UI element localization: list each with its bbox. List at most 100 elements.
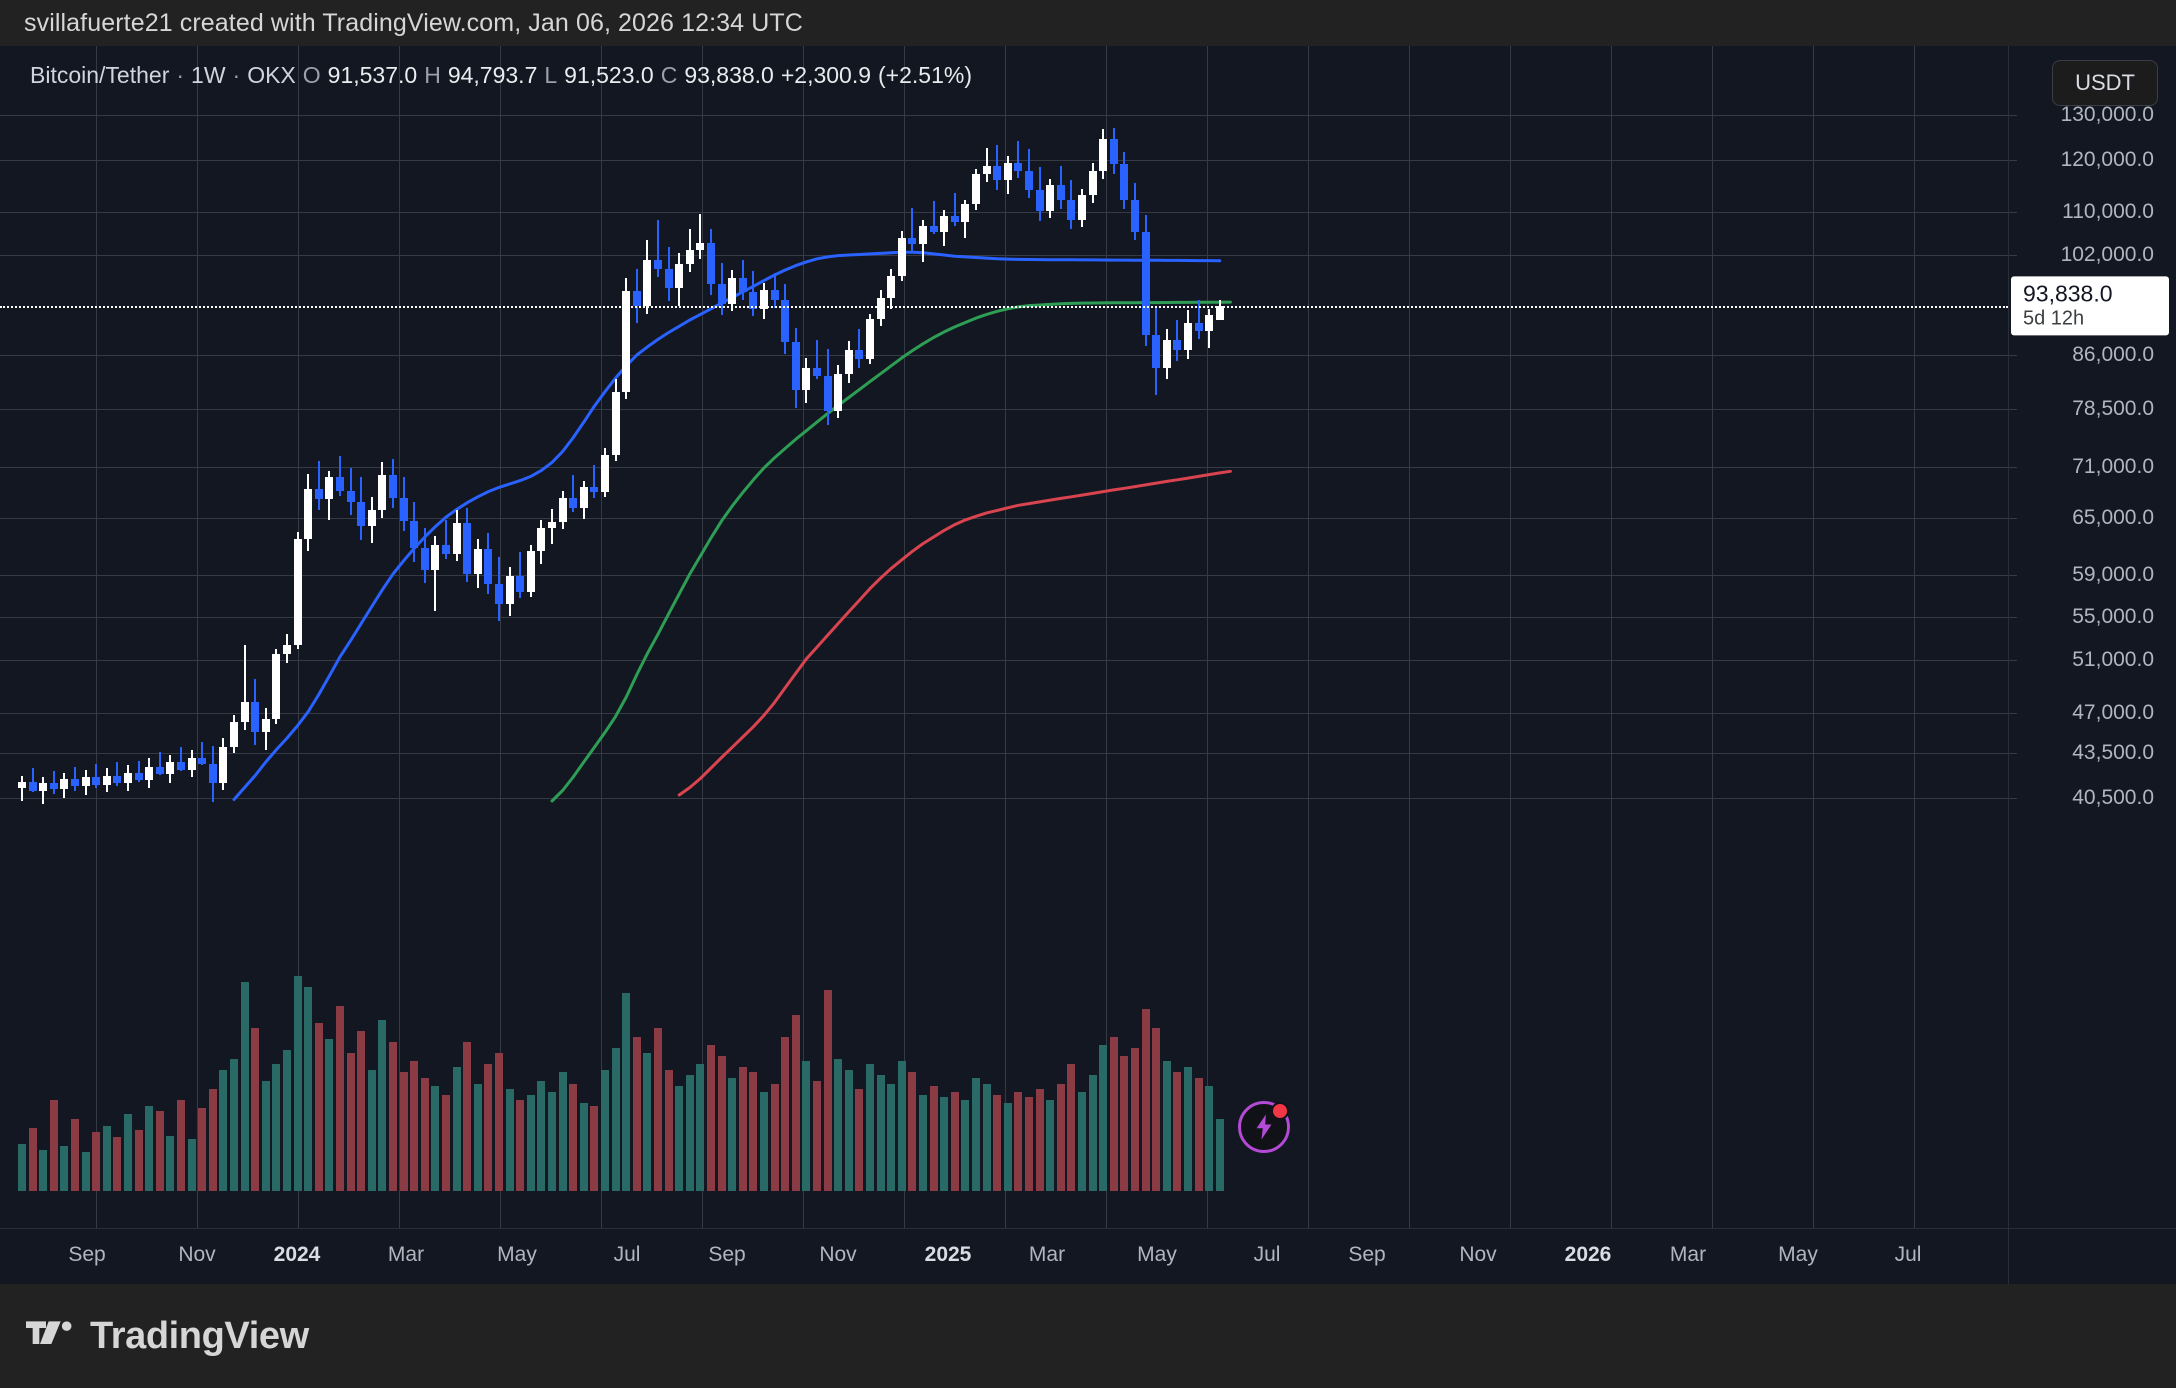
candle-body[interactable]	[1162, 340, 1171, 368]
candle-body[interactable]	[304, 489, 313, 539]
legend-symbol[interactable]: Bitcoin/Tether	[30, 62, 170, 88]
candle-body[interactable]	[410, 520, 419, 549]
candle-body[interactable]	[505, 576, 514, 605]
candle-body[interactable]	[187, 757, 196, 770]
candle-body[interactable]	[389, 474, 397, 498]
candle-body[interactable]	[611, 392, 620, 455]
candle-body[interactable]	[198, 757, 207, 764]
time-axis[interactable]: Sep Nov 2024 Mar May Jul Sep Nov 2025 Mar May Jul Se…	[0, 1228, 2176, 1284]
candle-body[interactable]	[1205, 315, 1214, 332]
candle-body[interactable]	[516, 576, 525, 592]
candle-body[interactable]	[251, 702, 260, 733]
candle-body[interactable]	[1067, 199, 1076, 220]
candle-body[interactable]	[1014, 163, 1023, 172]
candle-body[interactable]	[866, 318, 874, 360]
candle-body[interactable]	[1078, 195, 1086, 220]
currency-badge[interactable]: USDT	[2052, 60, 2158, 106]
candle-body[interactable]	[728, 277, 737, 304]
candle-body[interactable]	[81, 777, 90, 786]
candle-body[interactable]	[760, 290, 768, 309]
candle-body[interactable]	[399, 497, 408, 521]
candle-body[interactable]	[420, 548, 429, 571]
candle-body[interactable]	[1025, 171, 1033, 191]
candle-body[interactable]	[177, 762, 185, 770]
candle-body[interactable]	[1056, 184, 1065, 200]
candle-body[interactable]	[314, 489, 323, 500]
candle-body[interactable]	[526, 551, 535, 592]
candle-body[interactable]	[876, 297, 885, 319]
candle-body[interactable]	[961, 203, 970, 223]
candle-body[interactable]	[134, 772, 143, 780]
candle-body[interactable]	[579, 486, 588, 508]
candle-body[interactable]	[124, 772, 132, 783]
candle-body[interactable]	[685, 250, 694, 264]
candle-body[interactable]	[39, 783, 48, 791]
candle-body[interactable]	[643, 260, 652, 307]
candle-body[interactable]	[548, 521, 556, 529]
candle-body[interactable]	[495, 584, 503, 605]
candle-body[interactable]	[622, 291, 631, 393]
candle-body[interactable]	[230, 722, 238, 748]
candle-body[interactable]	[770, 290, 779, 300]
candle-body[interactable]	[834, 373, 843, 412]
candle-body[interactable]	[950, 216, 959, 223]
price-axis[interactable]: USDT 130,000.0 120,000.0 110,000.0 102,000.…	[2008, 46, 2176, 1228]
candle-body[interactable]	[442, 544, 450, 555]
candle-body[interactable]	[1003, 163, 1012, 180]
candle-body[interactable]	[844, 350, 853, 374]
candle-body[interactable]	[166, 762, 175, 774]
candle-body[interactable]	[929, 225, 938, 233]
candle-body[interactable]	[972, 173, 980, 204]
candle-body[interactable]	[1120, 164, 1129, 200]
candle-body[interactable]	[887, 276, 896, 298]
candle-body[interactable]	[145, 766, 154, 780]
candle-body[interactable]	[791, 341, 800, 390]
candle-body[interactable]	[749, 291, 758, 309]
candle-body[interactable]	[675, 263, 684, 288]
candle-body[interactable]	[60, 778, 69, 789]
candle-body[interactable]	[1099, 139, 1108, 171]
candle-body[interactable]	[1131, 199, 1139, 233]
candle-body[interactable]	[1184, 323, 1192, 350]
candle-body[interactable]	[367, 510, 376, 526]
candle-body[interactable]	[654, 260, 662, 269]
candle-body[interactable]	[452, 522, 461, 555]
candle-body[interactable]	[240, 702, 249, 723]
candle-body[interactable]	[537, 528, 546, 552]
candle-body[interactable]	[346, 490, 355, 502]
candle-body[interactable]	[49, 783, 58, 789]
candle-body[interactable]	[293, 538, 302, 645]
candle-body[interactable]	[855, 350, 864, 360]
candle-body[interactable]	[155, 766, 164, 774]
candle-body[interactable]	[601, 454, 609, 493]
chart-panel[interactable]: Bitcoin/Tether · 1W · OKX O 91,537.0 H 9…	[0, 46, 2176, 1284]
candle-body[interactable]	[1046, 184, 1055, 211]
legend-interval[interactable]: 1W	[191, 62, 226, 88]
replay-lightning-icon[interactable]	[1237, 1101, 1290, 1153]
chart-legend[interactable]: Bitcoin/Tether · 1W · OKX O 91,537.0 H 9…	[30, 62, 979, 89]
candle-body[interactable]	[717, 283, 726, 304]
candle-body[interactable]	[71, 778, 79, 786]
candle-body[interactable]	[1152, 335, 1161, 368]
candle-body[interactable]	[28, 781, 37, 791]
candle-body[interactable]	[781, 300, 790, 342]
candle-body[interactable]	[993, 165, 1002, 180]
candle-body[interactable]	[261, 718, 270, 733]
candle-body[interactable]	[1035, 190, 1044, 211]
candle-body[interactable]	[802, 367, 811, 390]
legend-exchange[interactable]: OKX	[247, 62, 296, 88]
candle-body[interactable]	[208, 763, 217, 783]
candle-body[interactable]	[1109, 139, 1118, 165]
candle-body[interactable]	[908, 237, 917, 244]
candle-body[interactable]	[632, 291, 641, 307]
candle-body[interactable]	[823, 375, 832, 412]
candle-body[interactable]	[558, 497, 567, 522]
candle-body[interactable]	[707, 243, 715, 284]
candle-body[interactable]	[569, 497, 578, 508]
candle-body[interactable]	[113, 775, 122, 783]
candle-body[interactable]	[1194, 323, 1203, 332]
candle-body[interactable]	[219, 747, 228, 783]
candle-body[interactable]	[18, 781, 26, 788]
candle-body[interactable]	[378, 474, 387, 511]
candle-body[interactable]	[92, 777, 101, 785]
